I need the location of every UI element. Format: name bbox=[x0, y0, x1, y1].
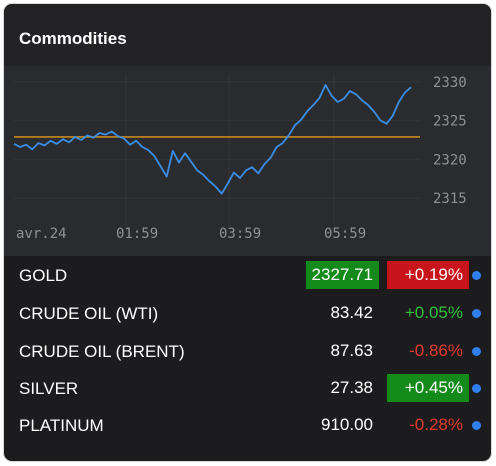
commodity-row-platinum[interactable]: PLATINUM 910.00 -0.28% bbox=[4, 408, 491, 442]
commodity-name: SILVER bbox=[19, 379, 79, 398]
commodity-row-crude-oil-wti[interactable]: CRUDE OIL (WTI) 83.42 +0.05% bbox=[4, 296, 491, 330]
commodities-widget: Commodities 2330 2325 2320 2315 avr.24 01:59 0… bbox=[4, 4, 491, 461]
commodity-row-gold[interactable]: GOLD 2327.71 +0.19% bbox=[4, 258, 491, 292]
commodity-row-silver[interactable]: SILVER 27.38 +0.45% bbox=[4, 371, 491, 405]
series-line bbox=[13, 83, 412, 195]
commodity-price: 83.42 bbox=[330, 303, 373, 322]
commodity-name: GOLD bbox=[19, 266, 68, 285]
widget-title: Commodities bbox=[19, 29, 127, 48]
commodity-price: 910.00 bbox=[321, 415, 373, 434]
status-dot-icon bbox=[472, 347, 481, 356]
y-tick-label: 2325 bbox=[433, 114, 467, 130]
status-dot-icon bbox=[472, 421, 481, 430]
x-tick-label: 01:59 bbox=[116, 226, 158, 242]
y-tick-label: 2330 bbox=[433, 75, 467, 91]
status-dot-icon bbox=[472, 384, 481, 393]
commodity-name: CRUDE OIL (WTI) bbox=[19, 304, 159, 323]
y-tick-label: 2320 bbox=[433, 152, 467, 168]
x-tick-label: 03:59 bbox=[219, 226, 261, 242]
commodity-change: +0.19% bbox=[387, 261, 469, 289]
price-chart-svg: 2330 2325 2320 2315 avr.24 01:59 03:59 05:59 bbox=[13, 74, 467, 242]
status-dot-icon bbox=[472, 309, 481, 318]
commodity-row-crude-oil-brent[interactable]: CRUDE OIL (BRENT) 87.63 -0.86% bbox=[4, 334, 491, 368]
commodity-price: 87.63 bbox=[330, 341, 373, 360]
commodity-change: +0.45% bbox=[387, 374, 469, 402]
commodity-name: CRUDE OIL (BRENT) bbox=[19, 342, 185, 361]
commodity-change: -0.86% bbox=[409, 341, 463, 360]
price-chart[interactable]: 2330 2325 2320 2315 avr.24 01:59 03:59 05:59 bbox=[4, 66, 491, 256]
commodity-name: PLATINUM bbox=[19, 416, 104, 435]
commodity-change: -0.28% bbox=[409, 415, 463, 434]
y-tick-label: 2315 bbox=[433, 191, 467, 207]
x-tick-label: 05:59 bbox=[324, 226, 366, 242]
commodity-change: +0.05% bbox=[404, 303, 463, 322]
status-dot-icon bbox=[472, 271, 481, 280]
commodity-price: 27.38 bbox=[330, 378, 373, 397]
widget-header: Commodities bbox=[4, 4, 491, 66]
x-tick-label: avr.24 bbox=[16, 226, 67, 242]
commodity-price: 2327.71 bbox=[305, 261, 379, 289]
